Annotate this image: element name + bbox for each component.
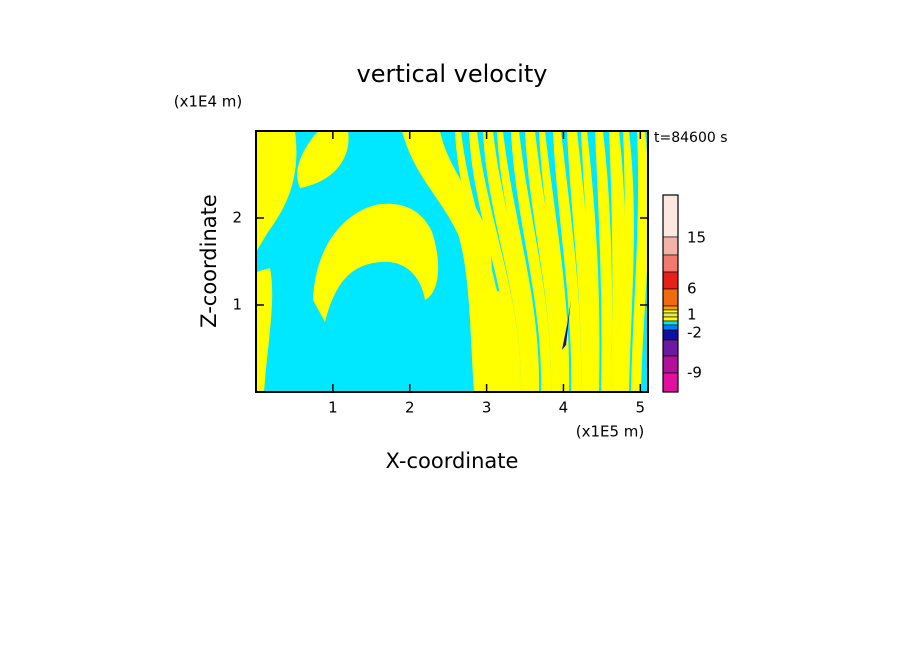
chart-title: vertical velocity [357, 60, 548, 88]
x-tick-label: 2 [405, 399, 415, 417]
colorbar-band [662, 355, 679, 374]
field-stripe [553, 131, 582, 392]
field-stripe [511, 131, 552, 392]
field-region [297, 131, 349, 188]
x-tick-label: 1 [328, 399, 338, 417]
colorbar-band [662, 194, 679, 238]
colorbar-frame [662, 194, 679, 393]
colorbar-tick-label: -9 [687, 364, 702, 382]
field-region [256, 268, 273, 392]
field-stripe [567, 131, 594, 392]
colorbar-band [662, 288, 679, 307]
x-tick-label: 5 [636, 399, 646, 417]
colorbar-band [662, 271, 679, 290]
colorbar-band [662, 324, 679, 331]
colorbar-band [662, 329, 679, 341]
x-unit: (x1E5 m) [576, 423, 645, 441]
field-stripe [631, 131, 648, 392]
y-tick-label: 1 [232, 296, 242, 314]
axes: 1 2 3 4 5 1 2 [232, 130, 649, 417]
y-tick-label: 2 [232, 209, 242, 227]
field-stripe [483, 131, 534, 392]
colorbar-tick-label: -2 [687, 324, 702, 342]
x-tick-label: 3 [482, 399, 492, 417]
x-axis-label: X-coordinate [386, 449, 519, 473]
colorbar-band [662, 305, 679, 311]
field-streak [562, 300, 571, 350]
field-stripe [581, 131, 600, 392]
colorbar: 15 6 1-2 -9 [662, 194, 706, 393]
field-stripe [497, 131, 540, 392]
time-label: t=84600 s [654, 130, 728, 146]
colorbar-band [662, 316, 679, 322]
field-stripe [621, 131, 634, 392]
x-tick-label: 4 [559, 399, 569, 417]
y-axis-label: Z-coordinate [197, 194, 221, 328]
colorbar-tick-label: 1 [687, 306, 697, 324]
colorbar-band [662, 236, 679, 256]
field-region [256, 131, 297, 252]
plot-frame [255, 130, 649, 393]
field-stripe [539, 131, 570, 392]
y-unit: (x1E4 m) [174, 93, 243, 111]
colorbar-band [662, 312, 679, 318]
field-stripe [455, 131, 510, 392]
field-stripe [525, 131, 564, 392]
colorbar-band [662, 372, 679, 393]
colorbar-tick-label: 15 [687, 229, 706, 247]
colorbar-tick-label: 6 [687, 280, 697, 298]
colorbar-band [662, 309, 679, 314]
field-stripe [595, 131, 613, 392]
colorbar-band [662, 339, 679, 357]
colorbar-band [662, 254, 679, 273]
colorbar-band [662, 320, 679, 326]
field-stripe [609, 131, 626, 392]
field-region [313, 203, 439, 322]
field-stripe [469, 131, 522, 392]
contour-field [256, 131, 648, 392]
